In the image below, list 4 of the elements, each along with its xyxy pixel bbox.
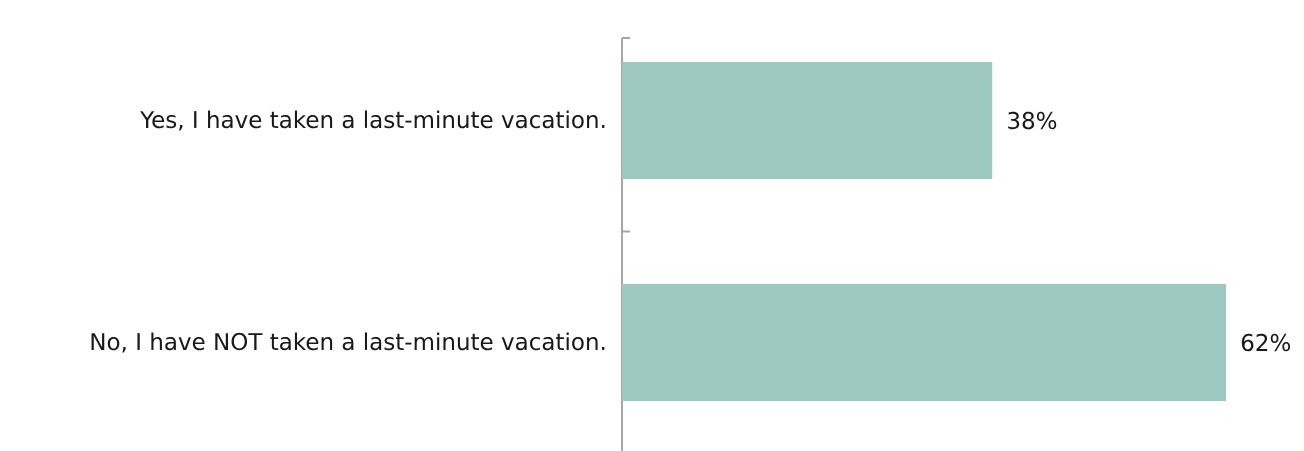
data-label: 38% [1008,111,1057,130]
y-tick-label: Yes, I have taken a last-minute vacation. [140,110,605,131]
data-label: 62% [1241,333,1291,352]
y-tick-label: No, I have NOT taken a last-minute vacation. [91,332,605,353]
